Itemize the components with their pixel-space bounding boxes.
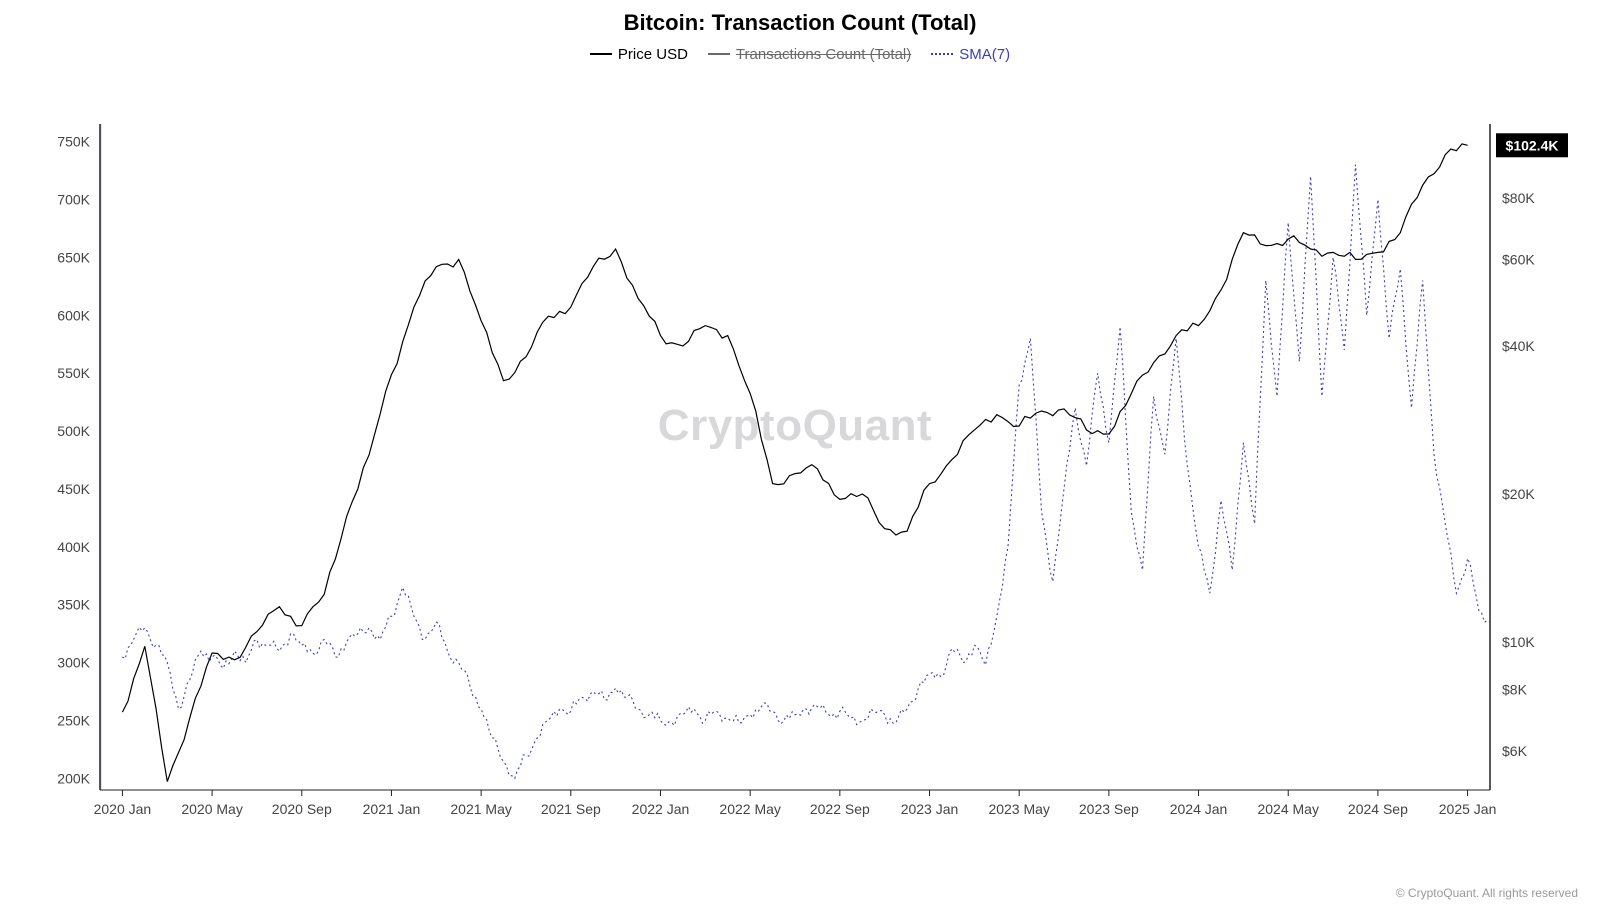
legend-label: Transactions Count (Total) (736, 46, 911, 63)
y-left-tick: 350K (57, 597, 90, 613)
x-tick: 2024 May (1257, 801, 1318, 817)
y-left-tick: 450K (57, 481, 90, 497)
legend-label: SMA(7) (959, 46, 1010, 63)
x-tick: 2021 Jan (363, 801, 421, 817)
y-left-tick: 250K (57, 713, 90, 729)
y-left-tick: 600K (57, 307, 90, 323)
y-left-tick: 750K (57, 134, 90, 150)
price-badge-text: $102.4K (1506, 137, 1559, 153)
x-tick: 2022 Jan (632, 801, 690, 817)
chart-area: 200K 250K 300K 350K 400K 450K 500K 550K 600K 650K… (20, 100, 1580, 850)
x-tick: 2024 Sep (1348, 801, 1408, 817)
y-left-tick: 700K (57, 191, 90, 207)
x-tick: 2020 May (181, 801, 242, 817)
x-tick: 2025 Jan (1439, 801, 1497, 817)
x-tick: 2021 Sep (541, 801, 601, 817)
watermark: CryptoQuant (658, 401, 932, 450)
legend-item[interactable]: Transactions Count (Total) (708, 46, 911, 63)
x-tick: 2023 Jan (901, 801, 959, 817)
legend-item[interactable]: SMA(7) (931, 46, 1010, 63)
x-tick: 2020 Jan (94, 801, 152, 817)
chart-title: Bitcoin: Transaction Count (Total) (0, 10, 1600, 36)
legend-swatch (708, 53, 730, 55)
y-left-tick: 550K (57, 365, 90, 381)
legend-swatch (590, 53, 612, 55)
y-right-tick: $40K (1502, 338, 1535, 354)
y-left-tick: 300K (57, 655, 90, 671)
series-price (122, 144, 1467, 782)
y-right-tick: $20K (1502, 486, 1535, 502)
y-left-tick: 500K (57, 423, 90, 439)
x-tick: 2023 Sep (1079, 801, 1139, 817)
y-right-tick: $10K (1502, 634, 1535, 650)
x-tick: 2022 May (719, 801, 780, 817)
y-left-tick: 650K (57, 249, 90, 265)
series-sma (122, 165, 1490, 779)
x-tick: 2022 Sep (810, 801, 870, 817)
x-tick: 2020 Sep (272, 801, 332, 817)
legend-swatch (931, 53, 953, 55)
x-tick: 2023 May (988, 801, 1049, 817)
y-left-tick: 400K (57, 539, 90, 555)
legend-item[interactable]: Price USD (590, 46, 688, 63)
legend-label: Price USD (618, 46, 688, 63)
y-right-tick: $8K (1502, 682, 1528, 698)
copyright-text: © CryptoQuant. All rights reserved (1396, 886, 1578, 900)
y-left-tick: 200K (57, 770, 90, 786)
x-tick: 2024 Jan (1170, 801, 1228, 817)
chart-svg: 200K 250K 300K 350K 400K 450K 500K 550K 600K 650K… (20, 100, 1580, 850)
y-right-tick: $60K (1502, 251, 1535, 267)
x-tick: 2021 May (450, 801, 511, 817)
y-right-tick: $80K (1502, 190, 1535, 206)
y-right-tick: $6K (1502, 743, 1528, 759)
legend: Price USD Transactions Count (Total) SMA(7… (0, 42, 1600, 63)
